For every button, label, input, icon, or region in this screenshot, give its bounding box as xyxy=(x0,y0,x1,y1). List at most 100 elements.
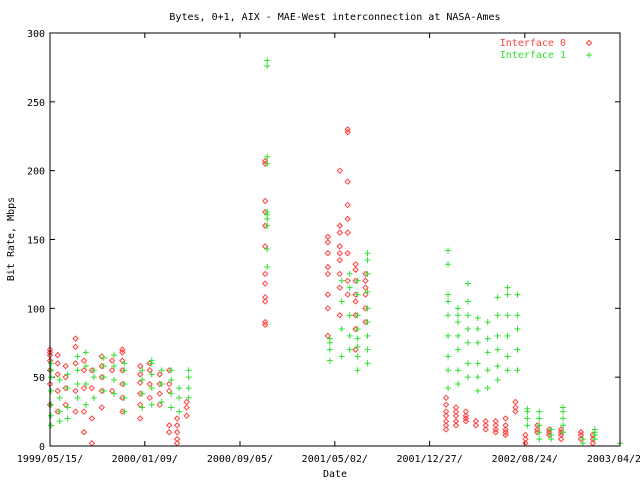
data-point xyxy=(74,367,81,374)
chart-title: Bytes, 0+1, AIX - MAE-West interconnecti… xyxy=(169,12,500,23)
data-point xyxy=(261,321,269,329)
data-point xyxy=(442,412,450,419)
data-point xyxy=(514,346,521,353)
data-point xyxy=(80,384,88,392)
data-point xyxy=(261,270,269,278)
data-point xyxy=(168,376,175,383)
data-point xyxy=(472,422,480,429)
data-point xyxy=(139,367,146,374)
data-point xyxy=(494,376,501,383)
data-point xyxy=(338,277,345,284)
data-point xyxy=(165,429,173,436)
data-point xyxy=(354,277,361,284)
data-point xyxy=(464,360,471,367)
data-point xyxy=(512,398,519,406)
data-point xyxy=(72,335,79,342)
data-point xyxy=(454,346,461,353)
data-point xyxy=(183,398,190,406)
data-point xyxy=(474,387,481,394)
y-tick-label: 200 xyxy=(27,167,45,178)
data-point xyxy=(336,222,343,229)
data-point xyxy=(56,376,63,383)
data-point xyxy=(352,266,359,273)
data-point xyxy=(462,418,470,425)
data-point xyxy=(111,390,118,397)
data-point xyxy=(484,319,491,326)
data-point xyxy=(148,401,155,408)
data-point xyxy=(464,312,471,319)
data-point xyxy=(454,367,461,374)
data-point xyxy=(514,325,521,332)
data-point xyxy=(445,247,452,254)
data-point xyxy=(64,404,71,411)
data-point xyxy=(100,387,107,394)
data-point xyxy=(139,376,146,383)
data-point xyxy=(261,280,269,287)
data-point xyxy=(324,270,332,278)
data-point xyxy=(336,229,343,236)
data-point xyxy=(168,390,175,397)
data-point xyxy=(548,426,555,433)
data-point xyxy=(137,415,144,422)
data-point xyxy=(482,418,489,425)
data-point xyxy=(442,426,450,433)
data-point xyxy=(364,250,371,257)
data-point xyxy=(560,415,567,422)
data-point xyxy=(80,429,88,436)
data-point xyxy=(148,357,155,364)
data-point xyxy=(344,128,351,136)
data-point xyxy=(354,312,361,319)
data-point xyxy=(121,394,128,401)
data-point xyxy=(504,312,511,319)
data-point xyxy=(514,312,521,319)
data-point xyxy=(524,415,531,422)
data-point xyxy=(173,415,181,422)
data-point xyxy=(121,408,128,415)
data-point xyxy=(591,426,598,433)
data-point xyxy=(173,422,181,429)
data-point xyxy=(168,404,175,411)
data-point xyxy=(158,367,165,374)
data-point xyxy=(137,371,144,378)
data-point xyxy=(492,422,499,429)
plot-frame xyxy=(49,32,621,447)
data-point xyxy=(484,349,491,356)
data-point xyxy=(146,394,153,402)
data-point xyxy=(74,353,81,360)
data-point xyxy=(338,298,345,305)
data-point xyxy=(492,429,499,436)
data-point xyxy=(364,346,371,353)
data-point xyxy=(100,354,107,361)
data-point xyxy=(352,298,359,305)
data-point xyxy=(324,291,332,298)
data-point xyxy=(579,436,586,443)
data-point xyxy=(474,325,481,332)
data-point xyxy=(264,57,271,64)
y-tick-label: 250 xyxy=(27,98,45,109)
data-point xyxy=(185,394,192,401)
data-point xyxy=(80,357,88,364)
data-point xyxy=(344,126,351,133)
data-point xyxy=(354,291,361,298)
data-point xyxy=(346,312,353,319)
y-tick-label: 100 xyxy=(27,304,45,315)
data-point xyxy=(472,418,480,425)
legend-label: Interface 0 xyxy=(500,38,566,49)
data-point xyxy=(156,390,163,397)
x-tick-label: 2002/08/24/ xyxy=(492,454,558,465)
x-tick-label: 1999/05/15/ xyxy=(17,454,83,465)
data-point xyxy=(336,270,343,278)
data-point xyxy=(464,280,471,287)
data-point xyxy=(185,385,192,392)
legend-marker xyxy=(586,52,592,58)
data-point xyxy=(48,367,54,374)
data-point xyxy=(168,367,175,374)
data-point xyxy=(362,277,369,285)
data-point xyxy=(502,431,509,439)
data-point xyxy=(264,63,271,70)
data-point xyxy=(464,374,471,381)
data-point xyxy=(80,367,88,374)
data-point xyxy=(326,335,333,342)
data-point xyxy=(484,335,491,342)
data-point xyxy=(445,332,452,339)
